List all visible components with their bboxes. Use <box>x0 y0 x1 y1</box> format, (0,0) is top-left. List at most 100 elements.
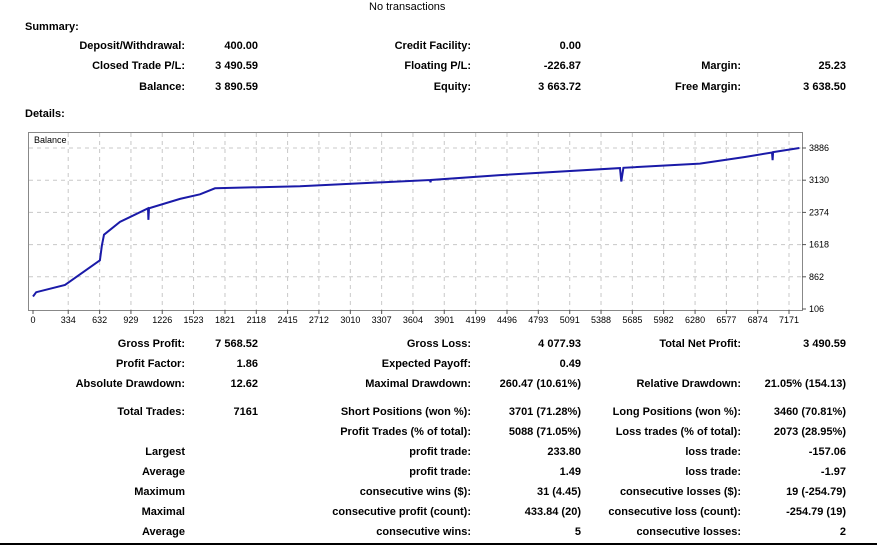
stat-row: Maximum consecutive wins ($): 31 (4.45) con… <box>0 486 877 500</box>
stat-label: Average <box>141 466 185 478</box>
y-tick-label: 2374 <box>809 207 829 217</box>
stat-label: consecutive losses: <box>636 526 741 538</box>
stat-label: Loss trades (% of total): <box>615 426 741 438</box>
stat-value: 1.49 <box>559 466 581 478</box>
stat-row: Gross Profit: 7 568.52 Gross Loss: 4 077.93… <box>0 338 877 352</box>
stat-label: Balance: <box>139 81 185 93</box>
stat-label: Relative Drawdown: <box>636 378 741 390</box>
stat-label: Equity: <box>433 81 471 93</box>
stat-label: Closed Trade P/L: <box>92 60 185 72</box>
summary-title: Summary: <box>25 21 79 33</box>
x-tick-label: 5388 <box>591 315 611 325</box>
stat-label: Credit Facility: <box>394 40 471 52</box>
balance-chart: 0 334 632 929 1226 1523 1821 2118 2415 2712 3010 33… <box>28 132 829 325</box>
x-tick-label: 5091 <box>560 315 580 325</box>
x-tick-label: 3604 <box>403 315 423 325</box>
stat-label: consecutive losses ($): <box>619 486 741 498</box>
stat-value: 400.00 <box>224 40 258 52</box>
x-tick-label: 2118 <box>247 315 266 325</box>
stat-value: 7161 <box>233 406 258 418</box>
x-tick-label: 3010 <box>340 315 360 325</box>
stat-label: Deposit/Withdrawal: <box>79 40 185 52</box>
stat-label: Profit Trades (% of total): <box>340 426 471 438</box>
stat-label: Floating P/L: <box>404 60 471 72</box>
stat-value: 5 <box>574 526 581 538</box>
y-tick-label: 862 <box>809 272 824 282</box>
y-tick-label: 3886 <box>809 143 829 153</box>
stat-value: 3701 (71.28%) <box>508 406 581 418</box>
y-tick-label: 1618 <box>809 240 829 250</box>
stat-label: Maximum <box>134 486 185 498</box>
x-tick-label: 5982 <box>654 315 674 325</box>
stat-label: loss trade: <box>685 446 741 458</box>
stat-label: Profit Factor: <box>115 358 185 370</box>
y-tick-label: 106 <box>809 304 824 314</box>
stat-label: consecutive wins: <box>376 526 471 538</box>
stat-label: Total Net Profit: <box>659 338 741 350</box>
x-tick-label: 2415 <box>278 315 298 325</box>
x-tick-label: 6874 <box>748 315 768 325</box>
stat-value: 21.05% (154.13) <box>764 378 846 390</box>
chart-title: Balance <box>34 135 67 145</box>
stat-label: Margin: <box>701 60 741 72</box>
stat-label: profit trade: <box>409 446 471 458</box>
x-tick-label: 3307 <box>372 315 392 325</box>
stat-row: Average consecutive wins: 5 consecutive los… <box>0 526 877 540</box>
stat-label: Gross Profit: <box>117 338 185 350</box>
stat-label: Maximal Drawdown: <box>365 378 471 390</box>
stat-label: Total Trades: <box>117 406 185 418</box>
x-tick-label: 4496 <box>497 315 517 325</box>
balance-line <box>32 147 800 298</box>
stat-row: Average profit trade: 1.49 loss trade: -1.97 <box>0 466 877 480</box>
stat-row: Profit Trades (% of total): 5088 (71.05%)… <box>0 426 877 440</box>
stat-value: -1.97 <box>820 466 846 478</box>
stat-row: Balance: 3 890.59 Equity: 3 663.72 Free Marg… <box>0 81 877 95</box>
stat-value: 3 663.72 <box>538 81 581 93</box>
stat-label: Long Positions (won %): <box>612 406 741 418</box>
stat-row: Profit Factor: 1.86 Expected Payoff: 0.49 <box>0 358 877 372</box>
stat-label: Short Positions (won %): <box>340 406 471 418</box>
stat-value: 5088 (71.05%) <box>508 426 581 438</box>
x-tick-label: 929 <box>123 315 138 325</box>
x-tick-label: 3901 <box>434 315 454 325</box>
x-tick-label: 1523 <box>184 315 204 325</box>
stat-value: 3 490.59 <box>215 60 258 72</box>
x-tick-label: 4793 <box>528 315 548 325</box>
stat-value: 7 568.52 <box>215 338 258 350</box>
stat-label: Gross Loss: <box>406 338 471 350</box>
stat-value: 2073 (28.95%) <box>773 426 846 438</box>
stat-value: 0.49 <box>559 358 581 370</box>
stat-value: 4 077.93 <box>538 338 581 350</box>
stat-label: Largest <box>145 446 185 458</box>
x-tick-label: 632 <box>92 315 107 325</box>
x-tick-label: 4199 <box>466 315 486 325</box>
x-tick-label: 7171 <box>779 315 799 325</box>
stat-value: 3 490.59 <box>803 338 846 350</box>
stat-value: 19 (-254.79) <box>786 486 846 498</box>
stat-value: -254.79 (19) <box>786 506 846 518</box>
stat-row: Deposit/Withdrawal: 400.00 Credit Facility… <box>0 40 877 54</box>
stat-value: -226.87 <box>543 60 581 72</box>
stat-row: Absolute Drawdown: 12.62 Maximal Drawdown:… <box>0 378 877 392</box>
stat-label: Expected Payoff: <box>381 358 471 370</box>
stat-value: 3 638.50 <box>803 81 846 93</box>
stat-row: Maximal consecutive profit (count): 433.84… <box>0 506 877 520</box>
top-text: No transactions <box>369 1 446 13</box>
x-tick-label: 2712 <box>309 315 329 325</box>
stat-row: Largest profit trade: 233.80 loss trade: -15… <box>0 446 877 460</box>
chart-frame <box>28 132 803 311</box>
y-tick-label: 3130 <box>809 175 829 185</box>
stat-value: 2 <box>839 526 846 538</box>
stat-value: 433.84 (20) <box>524 506 581 518</box>
x-tick-label: 5685 <box>622 315 642 325</box>
stat-value: 233.80 <box>547 446 581 458</box>
stat-row: Closed Trade P/L: 3 490.59 Floating P/L: -2… <box>0 60 877 74</box>
details-title: Details: <box>25 108 65 120</box>
stat-value: -157.06 <box>808 446 846 458</box>
x-tick-label: 6577 <box>716 315 736 325</box>
stat-value: 25.23 <box>818 60 846 72</box>
stat-label: Absolute Drawdown: <box>75 378 185 390</box>
stat-label: consecutive profit (count): <box>332 506 471 518</box>
stat-value: 3460 (70.81%) <box>773 406 846 418</box>
stat-label: profit trade: <box>409 466 471 478</box>
